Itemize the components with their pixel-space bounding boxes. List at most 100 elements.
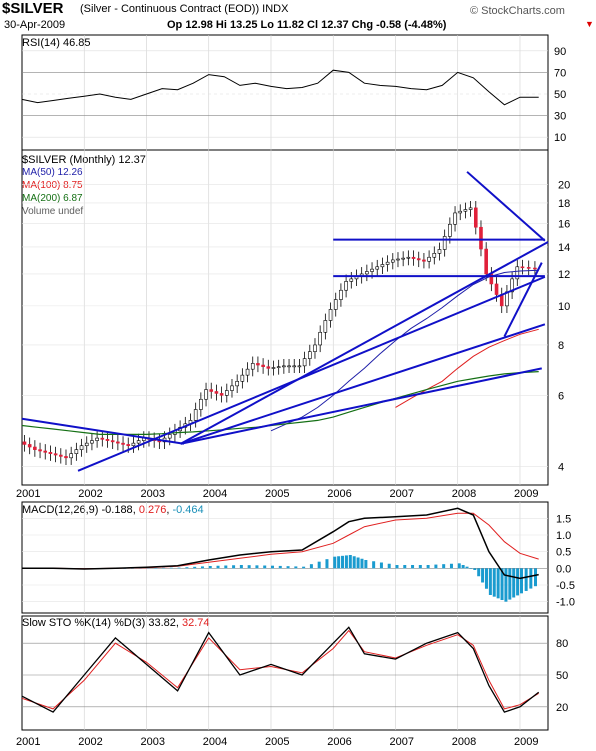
price-xaxis-label: 2006 <box>327 488 351 500</box>
price-candle-body <box>100 437 105 440</box>
price-candle-body <box>302 358 307 367</box>
rsi-ytick-label: 10 <box>554 132 566 144</box>
price-candle-body <box>406 256 411 259</box>
macd-label: MACD(12,26,9) <box>22 504 99 516</box>
macd-histogram-bar <box>524 568 528 591</box>
price-candle-body <box>266 366 271 369</box>
macd-histogram-bar <box>379 562 383 569</box>
price-candle-body <box>105 439 110 441</box>
price-candle-body <box>90 440 94 444</box>
price-candle-body <box>463 209 468 212</box>
macd-histogram-bar <box>395 565 399 569</box>
wedge-bottom <box>503 262 543 337</box>
macd-histogram-bar <box>496 568 500 599</box>
price-candle-body <box>59 454 63 457</box>
price-xaxis-label: 2002 <box>78 488 102 500</box>
rsi-line <box>21 69 539 106</box>
price-candle-body <box>313 344 317 352</box>
macd-histogram-bar <box>255 565 259 569</box>
brand-watermark: © StockCharts.com <box>470 5 565 17</box>
price-candle-body <box>79 445 84 450</box>
macd-histogram-bar <box>154 567 158 569</box>
price-xaxis-label: 2007 <box>389 488 413 500</box>
price-candle-body <box>307 351 312 359</box>
sto-xaxis-label: 2005 <box>265 736 289 748</box>
sto-k-line <box>21 626 540 713</box>
down-arrow-icon: ▼ <box>585 19 594 29</box>
price-candle-body <box>323 320 328 333</box>
macd-histogram-bar <box>508 568 512 600</box>
macd-histogram-bar <box>278 565 282 569</box>
macd-histogram-bar <box>309 564 313 569</box>
price-candle-body <box>204 389 208 400</box>
price-candle-body <box>84 442 89 447</box>
price-candle-body <box>48 452 53 454</box>
macd-histogram-bar <box>484 568 488 589</box>
price-candle-body <box>515 266 520 280</box>
macd-histogram-bar <box>516 568 520 596</box>
price-candle-body <box>235 381 239 387</box>
rsi-ytick-label: 30 <box>554 111 566 123</box>
price-candle-body <box>473 207 478 228</box>
price-candle-body <box>448 223 452 237</box>
macd-histogram-bar <box>200 566 204 569</box>
macd-signal-line <box>22 512 539 570</box>
price-candle-body <box>349 278 354 282</box>
price-candle-body <box>442 236 447 250</box>
price-candle-body <box>131 442 136 447</box>
price-candle-body <box>256 363 260 366</box>
rsi-ytick-label: 70 <box>554 67 566 79</box>
rsi-panel-frame <box>21 34 549 151</box>
macd-histogram-bar <box>216 565 220 569</box>
macd-histogram-bar <box>185 567 189 569</box>
price-candle-body <box>271 367 276 369</box>
price-candle-body <box>318 331 322 346</box>
sto-xaxis-label: 2009 <box>514 736 538 748</box>
price-candle-body <box>136 440 141 444</box>
sto-xaxis-label: 2001 <box>16 736 40 748</box>
price-candle-body <box>292 365 297 368</box>
price-candle-body <box>390 259 395 263</box>
price-candle-body <box>520 266 525 269</box>
price-candle-body <box>533 267 537 270</box>
macd-histogram-bar <box>372 561 376 569</box>
macd-histogram-bar <box>239 565 243 569</box>
price-candle-body <box>240 374 245 382</box>
price-candle-body <box>479 226 483 250</box>
sto-d-line <box>21 629 539 710</box>
price-candle-body <box>385 261 390 265</box>
price-candle-body <box>261 364 265 367</box>
macd-histogram-bar <box>348 555 352 569</box>
macd-histogram-bar <box>360 558 364 569</box>
price-candle-body <box>38 449 42 452</box>
legend-volume: Volume undef <box>22 206 84 217</box>
price-candle-body <box>396 258 400 261</box>
macd-ytick-label: 0.0 <box>556 563 571 575</box>
macd-histogram-bar <box>232 565 236 569</box>
macd-histogram-bar <box>387 563 391 569</box>
legend-ma50: MA(50) 12.26 <box>22 167 83 178</box>
price-xaxis-label: 2003 <box>140 488 164 500</box>
macd-value: -0.188 <box>101 504 133 516</box>
price-candle-body <box>453 212 457 225</box>
price-xaxis-label: 2005 <box>265 488 289 500</box>
sto-xaxis-label: 2008 <box>452 736 476 748</box>
price-candle-body <box>380 264 385 268</box>
macd-histogram-bar <box>529 568 533 589</box>
price-candle-body <box>427 256 431 262</box>
price-candle-body <box>224 390 229 396</box>
price-candle-body <box>344 281 348 291</box>
price-xaxis-label: 2008 <box>452 488 476 500</box>
macd-histogram-bar <box>169 567 173 569</box>
macd-histogram-bar <box>177 567 181 569</box>
macd-histogram-bar <box>356 557 360 569</box>
macd-histogram-bar <box>411 565 415 569</box>
price-candle-body <box>230 385 234 391</box>
price-candle-body <box>53 453 58 456</box>
price-ytick-label: 16 <box>558 219 570 231</box>
macd-histogram-bar <box>533 568 537 587</box>
sto-ytick-label: 80 <box>556 638 568 650</box>
macd-hist-value: -0.464 <box>172 504 204 516</box>
sto-xaxis-label: 2007 <box>389 736 413 748</box>
sto-xaxis-label: 2004 <box>203 736 227 748</box>
